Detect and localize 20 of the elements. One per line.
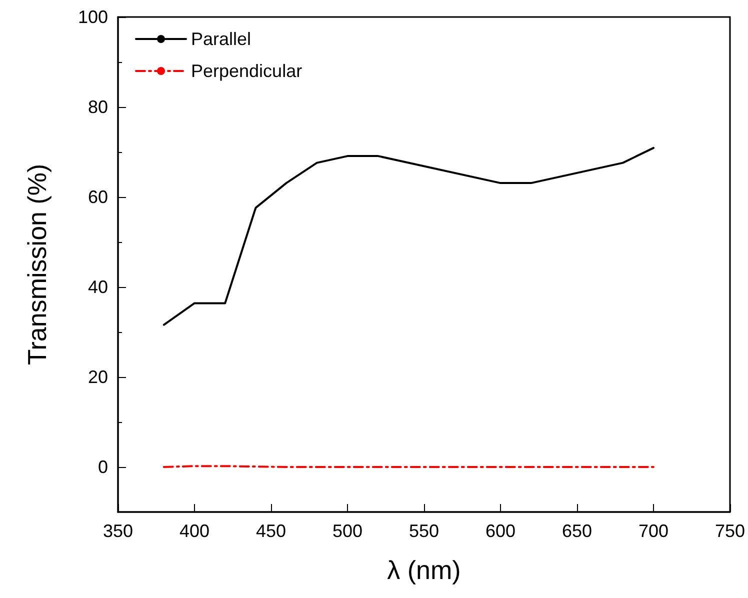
y-tick-label: 0 — [98, 457, 108, 477]
legend-label: Perpendicular — [191, 61, 302, 81]
x-tick-label: 400 — [179, 521, 210, 541]
x-tick-label: 550 — [408, 521, 440, 541]
y-tick-label: 80 — [88, 97, 108, 117]
x-axis-title: λ (nm) — [387, 555, 461, 585]
x-tick-label: 750 — [714, 521, 746, 541]
y-tick-label: 100 — [78, 7, 108, 27]
y-tick-label: 40 — [88, 277, 108, 297]
y-tick-label: 60 — [88, 187, 108, 207]
y-axis-title: Transmission (%) — [22, 164, 52, 366]
x-tick-label: 500 — [332, 521, 363, 541]
y-tick-label: 20 — [88, 367, 108, 387]
legend-label: Parallel — [191, 29, 252, 49]
x-tick-label: 600 — [485, 521, 516, 541]
x-tick-label: 450 — [256, 521, 286, 541]
x-tick-label: 350 — [102, 521, 134, 541]
x-tick-label: 700 — [638, 521, 669, 541]
x-tick-label: 650 — [562, 521, 592, 541]
line-series — [162, 146, 654, 326]
